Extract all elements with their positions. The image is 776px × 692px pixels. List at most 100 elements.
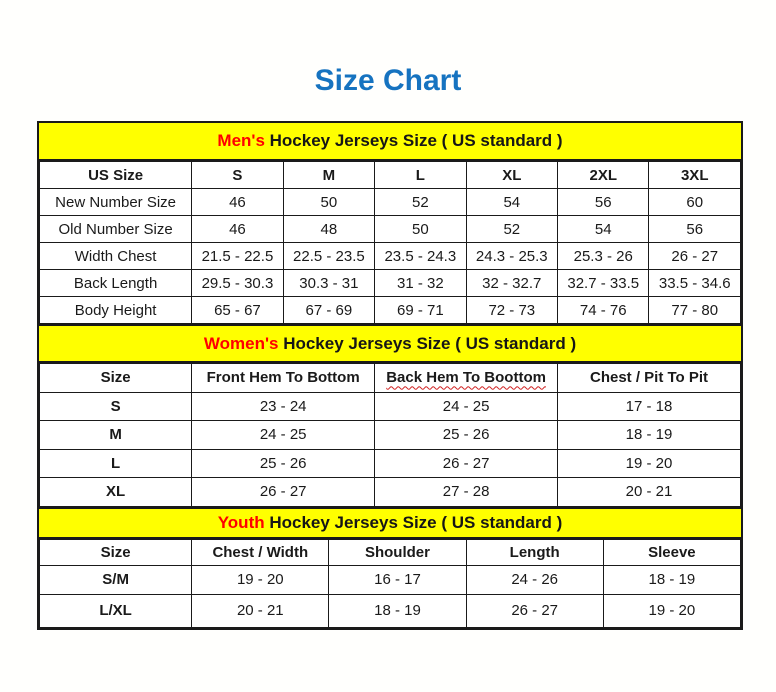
- table-row: New Number Size 46 50 52 54 56 60: [38, 188, 741, 216]
- header-row: Size Front Hem To Bottom Back Hem To Boott…: [38, 363, 741, 393]
- value-cell: 26 - 27: [374, 448, 559, 478]
- value-cell: 31 - 32: [374, 269, 467, 297]
- value-cell: 21.5 - 22.5: [191, 242, 284, 270]
- value-cell: 74 - 76: [557, 296, 650, 324]
- value-cell: 18 - 19: [602, 564, 742, 595]
- value-cell: 54: [465, 188, 559, 216]
- value-cell: 19 - 20: [557, 448, 741, 478]
- table-row: Back Length 29.5 - 30.3 30.3 - 31 31 - 32 32…: [38, 269, 741, 297]
- column-header-label: Length: [509, 543, 560, 561]
- column-header: US Size: [38, 161, 193, 189]
- value-cell: 33.5 - 34.6: [648, 269, 741, 297]
- section-title-highlight: Men's: [217, 131, 265, 150]
- column-header-label: S: [232, 166, 243, 184]
- column-header: Chest / Pit To Pit: [557, 363, 741, 393]
- value-cell: 56: [648, 215, 741, 243]
- column-header: Size: [38, 363, 193, 393]
- value-cell: 26 - 27: [465, 593, 604, 628]
- value-cell: 25 - 26: [374, 420, 559, 450]
- value-cell: 18 - 19: [328, 593, 467, 628]
- value-cell: 56: [557, 188, 650, 216]
- value-cell: 23.5 - 24.3: [374, 242, 467, 270]
- row-label: S: [38, 391, 193, 421]
- column-header-label: Sleeve: [648, 543, 696, 561]
- value-cell: 32 - 32.7: [465, 269, 559, 297]
- value-cell: 29.5 - 30.3: [191, 269, 284, 297]
- value-cell: 24 - 25: [191, 420, 376, 450]
- column-header: Length: [465, 538, 604, 566]
- value-cell: 19 - 20: [191, 564, 330, 595]
- section-title-rest: Hockey Jerseys Size ( US standard ): [264, 512, 563, 532]
- column-header-label: M: [322, 166, 336, 184]
- table-row: XL 26 - 27 27 - 28 20 - 21: [38, 477, 741, 507]
- value-cell: 18 - 19: [557, 420, 741, 450]
- row-label: Width Chest: [38, 242, 193, 270]
- size-chart: Men's Hockey Jerseys Size ( US standard …: [37, 121, 743, 630]
- column-header: Back Hem To Boottom: [374, 363, 559, 393]
- column-header-label: Front Hem To Bottom: [206, 369, 360, 387]
- column-header: M: [282, 161, 376, 189]
- column-header-label: US Size: [88, 166, 144, 184]
- youth-section: Youth Hockey Jerseys Size ( US standard …: [38, 506, 742, 628]
- value-cell: 72 - 73: [465, 296, 559, 324]
- value-cell: 77 - 80: [648, 296, 741, 324]
- mens-section: Men's Hockey Jerseys Size ( US standard …: [38, 123, 741, 324]
- value-cell: 52: [374, 188, 467, 216]
- table-row: S/M 19 - 20 16 - 17 24 - 26 18 - 19: [38, 564, 742, 595]
- column-header-label: Size: [100, 369, 131, 387]
- mens-section-title: Men's Hockey Jerseys Size ( US standard …: [39, 123, 741, 161]
- column-header-label: 3XL: [680, 166, 709, 184]
- value-cell: 50: [374, 215, 467, 243]
- column-header-label: Chest / Pit To Pit: [589, 369, 709, 387]
- column-header: XL: [465, 161, 559, 189]
- row-label: New Number Size: [38, 188, 193, 216]
- column-header: Shoulder: [328, 538, 467, 566]
- value-cell: 26 - 27: [191, 477, 376, 507]
- row-label: S/M: [38, 564, 193, 595]
- value-cell: 60: [648, 188, 741, 216]
- value-cell: 69 - 71: [374, 296, 467, 324]
- row-label: Old Number Size: [38, 215, 193, 243]
- youth-section-title: Youth Hockey Jerseys Size ( US standard …: [39, 506, 741, 539]
- value-cell: 23 - 24: [191, 391, 376, 421]
- column-header: Sleeve: [602, 538, 742, 566]
- table-row: L 25 - 26 26 - 27 19 - 20: [38, 448, 741, 478]
- value-cell: 22.5 - 23.5: [282, 242, 376, 270]
- table-row: S 23 - 24 24 - 25 17 - 18: [38, 391, 741, 421]
- value-cell: 48: [282, 215, 376, 243]
- misspelled-word: Back Hem To Boottom: [386, 369, 546, 387]
- value-cell: 26 - 27: [648, 242, 741, 270]
- value-cell: 52: [465, 215, 559, 243]
- value-cell: 65 - 67: [191, 296, 284, 324]
- column-header: 2XL: [557, 161, 650, 189]
- section-title-highlight: Youth: [217, 512, 265, 532]
- row-label: Body Height: [38, 296, 193, 324]
- column-header: Front Hem To Bottom: [191, 363, 376, 393]
- column-header-label: 2XL: [589, 166, 617, 184]
- value-cell: 16 - 17: [328, 564, 467, 595]
- value-cell: 25 - 26: [191, 448, 376, 478]
- table-row: L/XL 20 - 21 18 - 19 26 - 27 19 - 20: [38, 593, 742, 628]
- value-cell: 50: [282, 188, 376, 216]
- row-label: L/XL: [38, 593, 193, 628]
- header-row: Size Chest / Width Shoulder Length Sleeve: [38, 538, 742, 566]
- value-cell: 19 - 20: [602, 593, 742, 628]
- youth-size-table: Size Chest / Width Shoulder Length Sleeve S/M…: [38, 538, 742, 628]
- table-row: Body Height 65 - 67 67 - 69 69 - 71 72 - 73 7…: [38, 296, 741, 324]
- column-header-label: XL: [502, 166, 522, 184]
- column-header: S: [191, 161, 284, 189]
- value-cell: 46: [191, 215, 284, 243]
- column-header: Chest / Width: [191, 538, 330, 566]
- row-label: L: [38, 448, 193, 478]
- column-header: L: [374, 161, 467, 189]
- value-cell: 67 - 69: [282, 296, 376, 324]
- mens-size-table: US Size S M L XL 2XL 3XL New Number Size 46 50 52 5…: [38, 161, 741, 324]
- column-header-label: Shoulder: [364, 543, 430, 561]
- table-row: Old Number Size 46 48 50 52 54 56: [38, 215, 741, 243]
- value-cell: 20 - 21: [191, 593, 330, 628]
- womens-size-table: Size Front Hem To Bottom Back Hem To Boott…: [38, 363, 741, 507]
- page-title: Size Chart: [314, 64, 462, 97]
- table-row: M 24 - 25 25 - 26 18 - 19: [38, 420, 741, 450]
- value-cell: 20 - 21: [557, 477, 741, 507]
- row-label: XL: [38, 477, 193, 507]
